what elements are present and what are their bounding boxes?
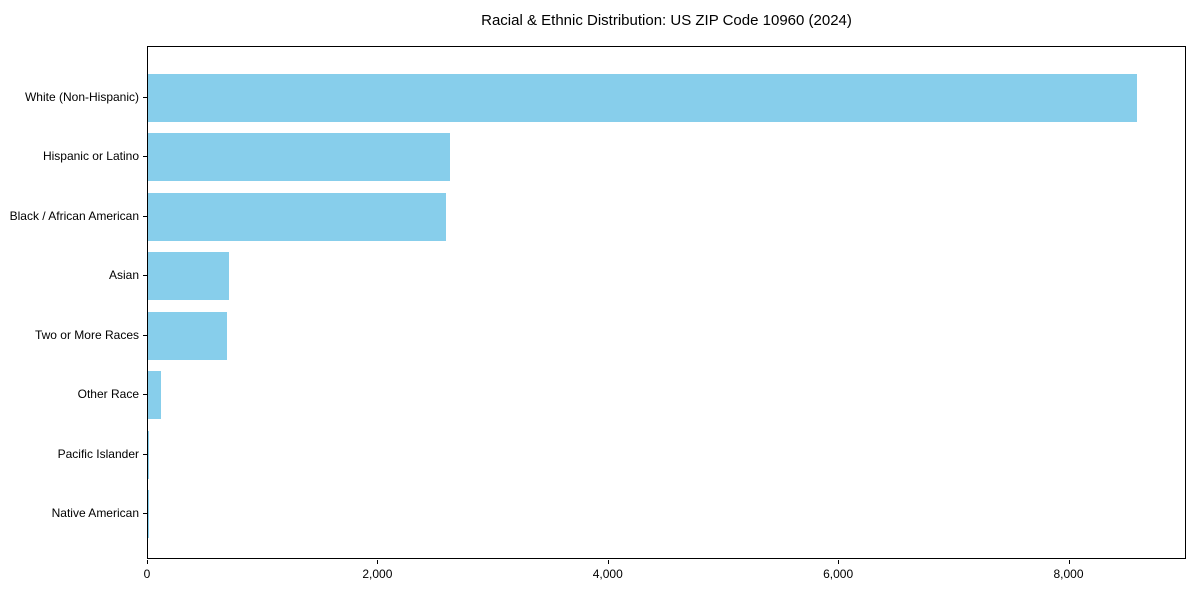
bar	[148, 252, 229, 301]
y-tick-label: Two or More Races	[34, 327, 139, 342]
y-tick-mark	[143, 97, 147, 98]
x-tick-label: 6,000	[823, 567, 854, 581]
y-tick-mark	[143, 513, 147, 514]
y-tick-mark	[143, 334, 147, 336]
plot-area	[147, 46, 1186, 559]
x-tick-label: 4,000	[592, 567, 623, 581]
y-tick-label: White (Non-Hispanic)	[24, 90, 139, 104]
x-tick-mark	[1068, 560, 1070, 564]
bar	[148, 311, 227, 360]
x-tick-mark	[377, 560, 379, 564]
bar	[148, 430, 150, 479]
y-tick-mark	[143, 156, 147, 158]
y-tick-label: Asian	[108, 268, 139, 283]
x-tick-mark	[147, 560, 148, 564]
y-tick-mark	[143, 394, 147, 396]
bar	[148, 74, 1138, 122]
x-tick-mark	[607, 560, 609, 564]
y-tick-label: Other Race	[77, 387, 139, 402]
y-tick-label: Native American	[51, 506, 139, 520]
x-tick-label: 0	[143, 567, 151, 581]
y-tick-mark	[143, 275, 147, 277]
bar	[148, 133, 450, 182]
x-tick-label: 8,000	[1053, 567, 1084, 581]
chart-title: Racial & Ethnic Distribution: US ZIP Cod…	[481, 12, 852, 29]
y-tick-mark	[143, 453, 147, 455]
y-tick-label: Hispanic or Latino	[42, 149, 139, 164]
bar	[148, 371, 161, 420]
bar	[148, 192, 447, 241]
y-tick-label: Black / African American	[9, 208, 139, 223]
x-tick-label: 2,000	[362, 567, 393, 581]
y-tick-mark	[143, 215, 147, 217]
y-tick-label: Pacific Islander	[57, 446, 139, 461]
x-tick-mark	[838, 560, 840, 564]
